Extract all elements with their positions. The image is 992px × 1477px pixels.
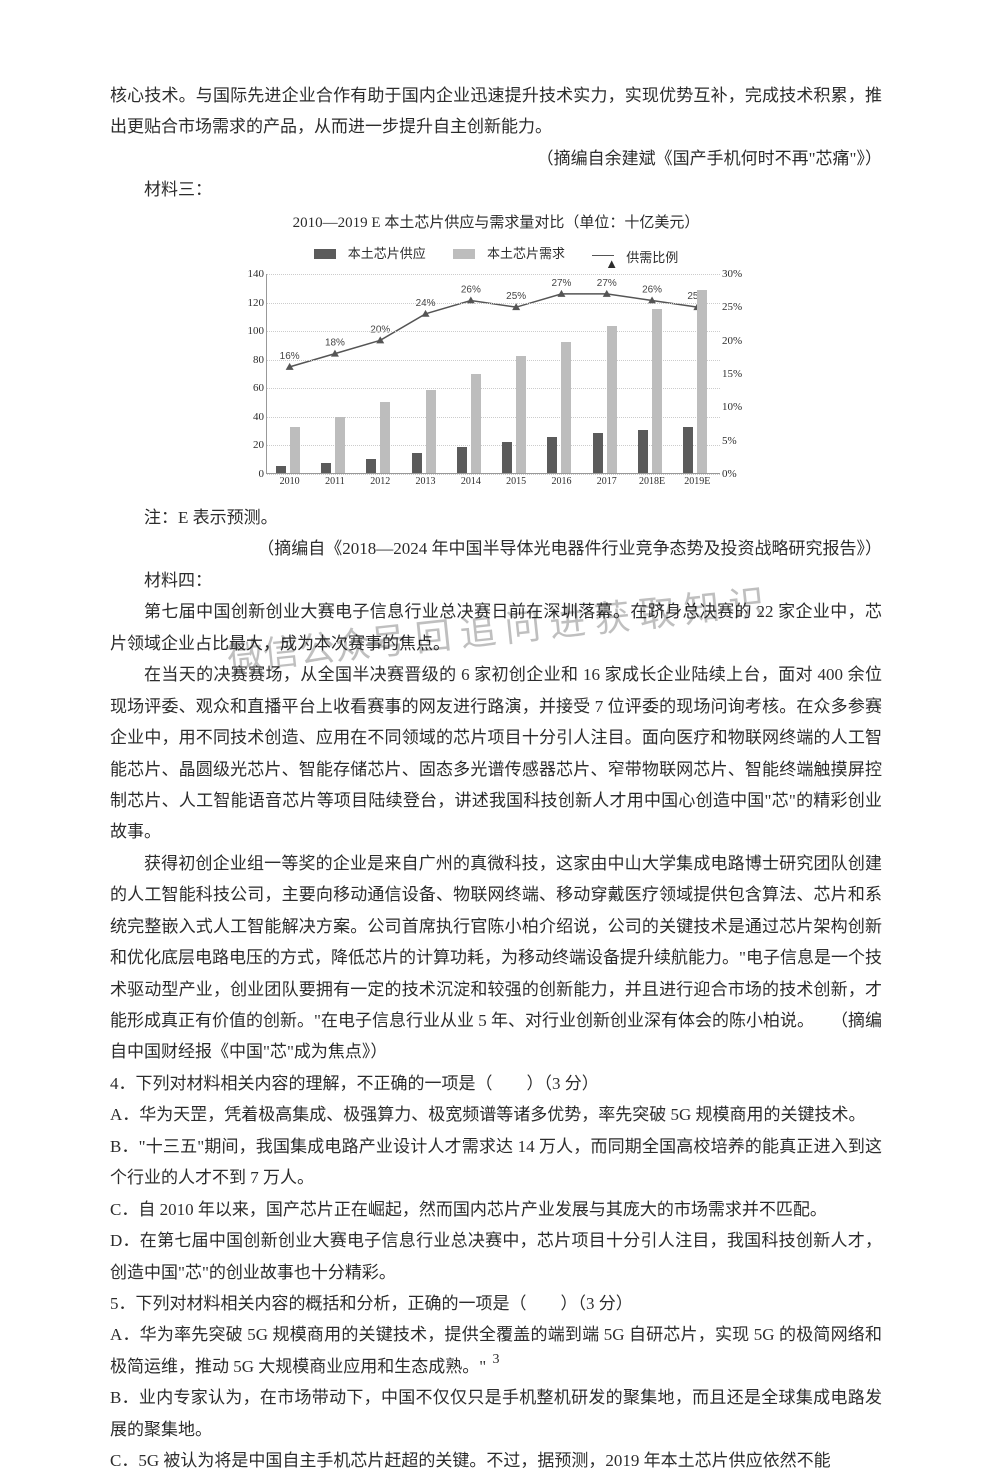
page-number: 3 bbox=[493, 1347, 500, 1373]
svg-text:27%: 27% bbox=[597, 278, 617, 289]
legend-ratio: ▲供需比例 bbox=[586, 246, 684, 270]
y-axis-right: 0%5%10%15%20%25%30% bbox=[720, 274, 756, 474]
question-5-stem: 5．下列对材料相关内容的概括和分析，正确的一项是（ ）（3 分） bbox=[110, 1288, 882, 1319]
chart-plot: 16%18%20%24%26%25%27%27%26%25% 201020112… bbox=[266, 274, 720, 474]
question-5-option-b: B．业内专家认为，在市场带动下，中国不仅仅只是手机整机研发的聚集地，而且还是全球… bbox=[110, 1382, 882, 1445]
chart-title: 2010—2019 E 本土芯片供应与需求量对比（单位：十亿美元） bbox=[236, 210, 756, 238]
chart-note: 注：E 表示预测。 bbox=[110, 502, 882, 533]
legend-supply: 本土芯片供应 bbox=[308, 242, 432, 266]
material4-p2: 在当天的决赛赛场，从全国半决赛晋级的 6 家初创企业和 16 家成长企业陆续上台… bbox=[110, 659, 882, 848]
question-4-option-c: C．自 2010 年以来，国产芯片正在崛起，然而国内芯片产业发展与其庞大的市场需… bbox=[110, 1194, 882, 1225]
intro-paragraph: 核心技术。与国际先进企业合作有助于国内企业迅速提升技术实力，实现优势互补，完成技… bbox=[110, 80, 882, 143]
svg-text:25%: 25% bbox=[506, 291, 526, 302]
chart-container: 2010—2019 E 本土芯片供应与需求量对比（单位：十亿美元） 本土芯片供应… bbox=[236, 210, 756, 496]
material4-p3: 获得初创企业组一等奖的企业是来自广州的真微科技，这家由中山大学集成电路博士研究团… bbox=[110, 848, 882, 1068]
y-axis-left: 020406080100120140 bbox=[236, 274, 266, 474]
question-4-option-d: D．在第七届中国创新创业大赛电子信息行业总决赛中，芯片项目十分引人注目，我国科技… bbox=[110, 1225, 882, 1288]
question-4-option-a: A．华为天罡，凭着极高集成、极强算力、极宽频谱等诸多优势，率先突破 5G 规模商… bbox=[110, 1099, 882, 1130]
source-material2: （摘编自余建斌《国产手机何时不再"芯痛"》） bbox=[110, 143, 882, 174]
svg-text:18%: 18% bbox=[325, 338, 345, 349]
material4-label: 材料四： bbox=[110, 565, 882, 596]
chart-body: 020406080100120140 16%18%20%24%26%25%27%… bbox=[236, 274, 756, 474]
legend-demand: 本土芯片需求 bbox=[447, 242, 571, 266]
material4-p1: 第七届中国创新创业大赛电子信息行业总决赛日前在深圳落幕。在跻身总决赛的 22 家… bbox=[110, 596, 882, 659]
source-material3: （摘编自《2018—2024 年中国半导体光电器件行业竞争态势及投资战略研究报告… bbox=[110, 533, 882, 564]
svg-text:20%: 20% bbox=[370, 324, 390, 335]
question-4-option-b: B．"十三五"期间，我国集成电路产业设计人才需求达 14 万人，而同期全国高校培… bbox=[110, 1131, 882, 1194]
question-4-stem: 4．下列对材料相关内容的理解，不正确的一项是（ ）（3 分） bbox=[110, 1068, 882, 1099]
svg-text:27%: 27% bbox=[551, 278, 571, 289]
chart-legend: 本土芯片供应 本土芯片需求 ▲供需比例 bbox=[236, 242, 756, 271]
material3-label: 材料三： bbox=[110, 174, 882, 205]
question-5-option-c: C．5G 被认为将是中国自主手机芯片赶超的关键。不过，据预测，2019 年本土芯… bbox=[110, 1445, 882, 1476]
svg-text:26%: 26% bbox=[461, 285, 481, 296]
svg-text:26%: 26% bbox=[642, 285, 662, 296]
